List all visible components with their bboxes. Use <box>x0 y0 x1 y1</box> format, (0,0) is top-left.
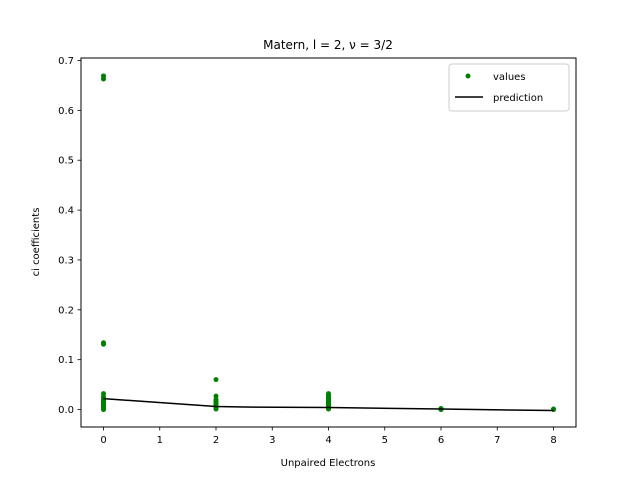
chart-title: Matern, l = 2, ν = 3/2 <box>263 38 393 52</box>
legend-marker-values <box>465 73 471 79</box>
axes-frame <box>80 57 577 428</box>
y-tick-label: 0.5 <box>58 156 74 167</box>
y-tick-label: 0.0 <box>58 405 74 416</box>
x-axis-label: Unpaired Electrons <box>281 458 376 469</box>
legend: values prediction <box>448 63 570 112</box>
x-tick-label: 5 <box>382 435 388 446</box>
axis-ticks: 0 1 2 3 4 5 6 7 8 0.0 0.1 0.2 0.3 0.4 0.5 0.6 0.7 <box>58 56 557 446</box>
value-point <box>213 406 219 412</box>
value-point <box>213 393 219 399</box>
value-point <box>551 407 556 413</box>
x-tick-label: 4 <box>325 435 331 446</box>
x-tick-label: 0 <box>100 435 106 446</box>
x-tick-label: 1 <box>157 435 163 446</box>
y-tick-label: 0.1 <box>58 355 74 366</box>
x-tick-label: 3 <box>269 435 275 446</box>
legend-label-values: values <box>493 72 526 83</box>
y-tick-label: 0.7 <box>58 56 74 67</box>
legend-label-prediction: prediction <box>493 93 543 104</box>
data-marks <box>101 73 556 413</box>
y-tick-label: 0.3 <box>58 255 74 266</box>
value-point <box>101 341 106 347</box>
x-tick-label: 2 <box>213 435 219 446</box>
value-point <box>101 76 106 82</box>
y-axis-label: ci coefficients <box>31 208 42 277</box>
y-tick-label: 0.2 <box>58 305 74 316</box>
x-tick-label: 8 <box>550 435 556 446</box>
value-point <box>213 377 219 383</box>
x-tick-label: 6 <box>438 435 444 446</box>
x-tick-label: 7 <box>494 435 500 446</box>
y-tick-label: 0.6 <box>58 106 74 117</box>
legend-box <box>448 63 570 112</box>
value-point <box>101 407 106 413</box>
prediction-line <box>103 397 554 412</box>
y-tick-label: 0.4 <box>58 206 74 217</box>
